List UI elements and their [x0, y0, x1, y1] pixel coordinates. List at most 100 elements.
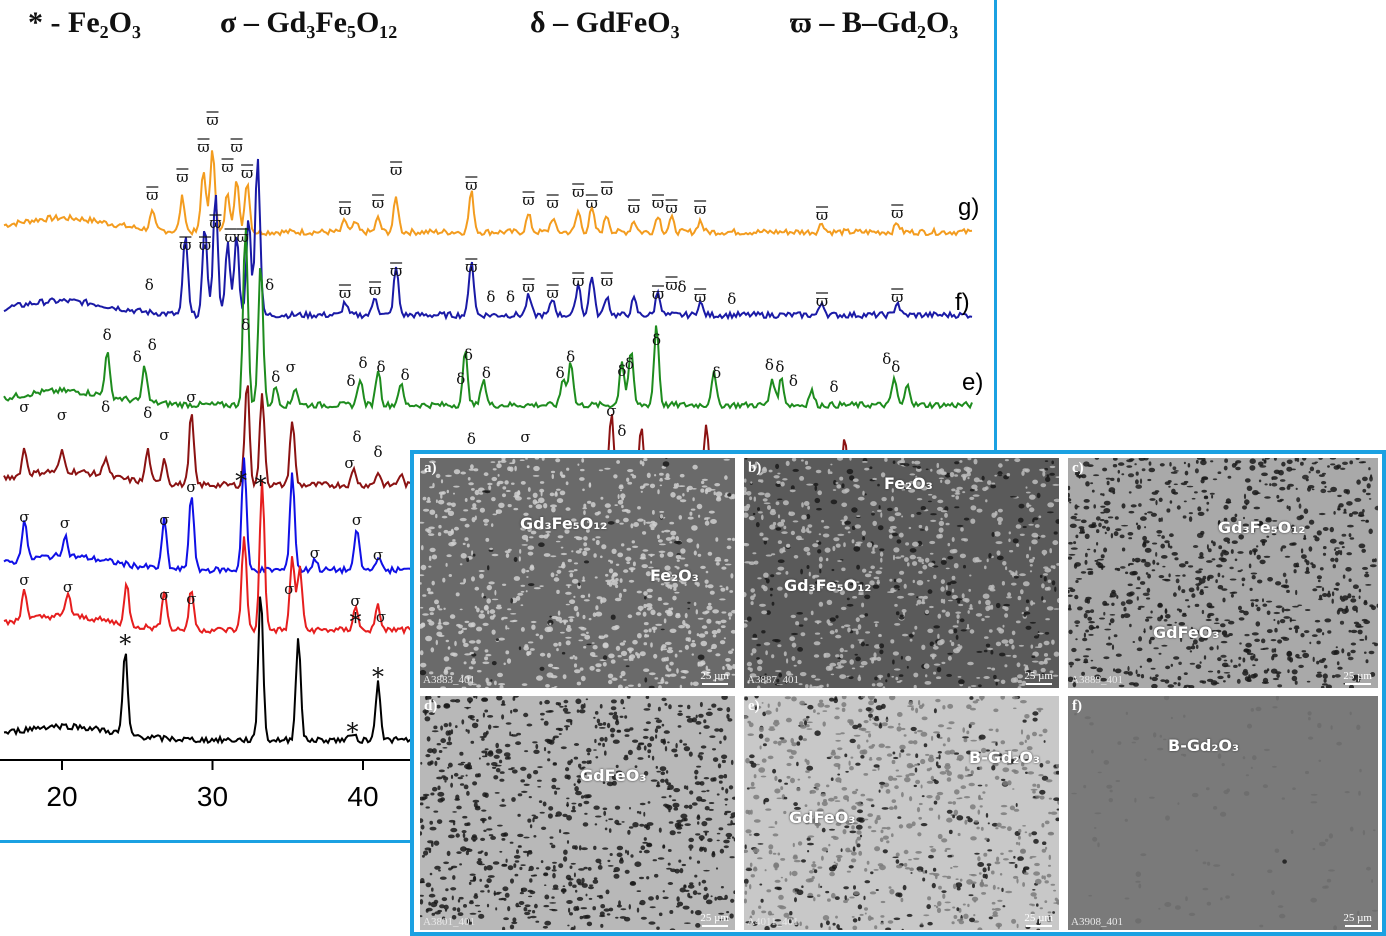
peak-annotation: ϖ [572, 183, 584, 201]
peak-annotation: δ [265, 276, 274, 294]
peak-annotation: ϖ [628, 199, 640, 217]
peak-annotation: ϖ [522, 191, 534, 209]
sem-panel-letter: f) [1072, 698, 1082, 714]
peak-annotation: σ [186, 590, 196, 608]
peak-annotation: δ [464, 346, 473, 364]
peak-annotation: ϖ [390, 161, 402, 179]
peak-annotation: ϖ [230, 138, 242, 156]
sem-texture [1068, 458, 1378, 688]
sem-micrograph-c: c) Gd₃Fe₅O₁₂ GdFeO₃ A3889_401 25 µm [1068, 458, 1378, 688]
peak-annotation: δ [374, 443, 383, 461]
peak-annotation: ϖ [221, 158, 233, 176]
peak-annotation: ϖ [224, 228, 236, 246]
peak-annotation: σ [286, 358, 296, 376]
scale-bar-label: 25 µm [1343, 912, 1372, 924]
peak-annotation: δ [358, 354, 367, 372]
peak-annotation: ϖ [369, 281, 381, 299]
scale-bar: 25 µm [700, 912, 729, 927]
peak-annotation: δ [727, 290, 736, 308]
peak-annotation: σ [310, 544, 320, 562]
peak-annotation: δ [486, 288, 495, 306]
peak-annotation: δ [377, 358, 386, 376]
trace-label: f) [955, 289, 970, 316]
peak-annotation: ϖ [601, 272, 613, 290]
peak-annotation: ϖ [197, 138, 209, 156]
peak-annotation: δ [101, 398, 110, 416]
sem-image-id: A3801_401 [423, 916, 475, 928]
sem-micrograph-e: e) B-Gd₂O₃ GdFeO₃ A4011_401 25 µm [744, 696, 1059, 930]
peak-annotation: δ [891, 358, 900, 376]
sem-phase-label: Gd₃Fe₅O₁₂ [784, 576, 872, 595]
sem-image-id: A3883_401 [423, 674, 475, 686]
peak-annotation: σ [186, 478, 196, 496]
peak-annotation: * [235, 467, 247, 495]
peak-annotation: δ [789, 372, 798, 390]
xrd-pattern-line [3, 150, 973, 238]
peak-annotation: ϖ [522, 278, 534, 296]
peak-annotation: σ [186, 388, 196, 406]
sem-texture [420, 458, 735, 688]
peak-annotation: ϖ [465, 258, 477, 276]
peak-annotation: δ [712, 364, 721, 382]
sem-image-id: A3887_401 [747, 674, 799, 686]
peak-annotation: σ [159, 586, 169, 604]
x-tick-label: 20 [46, 781, 77, 812]
peak-annotation: δ [652, 331, 661, 349]
peak-annotation: σ [60, 514, 70, 532]
peak-annotation: ϖ [339, 284, 351, 302]
sem-image-id: A3908_401 [1071, 916, 1123, 928]
peak-annotation: ϖ [547, 284, 559, 302]
sem-phase-label: GdFeO₃ [1153, 623, 1220, 642]
legend-entry: σ – Gd₃Fe₅O₁₂ [220, 6, 397, 39]
peak-annotation: ϖ [547, 194, 559, 212]
peak-annotation: ϖ [241, 164, 253, 182]
sem-phase-label: B-Gd₂O₃ [1168, 736, 1240, 755]
sem-phase-label: Gd₃Fe₅O₁₂ [520, 514, 608, 533]
sem-panel-letter: a) [424, 460, 437, 476]
peak-annotation: δ [456, 370, 465, 388]
peak-annotation: δ [352, 428, 361, 446]
peak-annotation: ϖ [652, 285, 664, 303]
peak-annotation: ϖ [465, 176, 477, 194]
sem-phase-label: Fe₂O₃ [884, 474, 933, 493]
sem-phase-label: GdFeO₃ [580, 766, 647, 785]
peak-annotation: ϖ [209, 214, 221, 232]
peak-annotation: δ [678, 278, 687, 296]
peak-annotation: δ [625, 355, 634, 373]
peak-annotation: σ [19, 398, 29, 416]
legend-entry: ϖ – B–Gd₂O₃ [790, 6, 958, 39]
peak-annotation: δ [133, 348, 142, 366]
scale-bar-line [1025, 683, 1052, 685]
peak-annotation: σ [352, 511, 362, 529]
peak-annotation: σ [373, 546, 383, 564]
peak-annotation: ϖ [665, 199, 677, 217]
sem-texture [744, 458, 1059, 688]
scale-bar-line [701, 683, 728, 685]
peak-annotation: δ [148, 336, 157, 354]
peak-annotation: ϖ [206, 111, 218, 129]
peak-annotation: δ [765, 356, 774, 374]
scale-bar-label: 25 µm [700, 912, 729, 924]
peak-annotation: σ [63, 578, 73, 596]
trace-label: e) [962, 369, 983, 396]
x-tick-label: 30 [197, 781, 228, 812]
scale-bar: 25 µm [700, 670, 729, 685]
peak-annotation: ϖ [339, 201, 351, 219]
peak-annotation: δ [346, 372, 355, 390]
peak-annotation: σ [19, 571, 29, 589]
peak-annotation: σ [350, 592, 360, 610]
scale-bar-label: 25 µm [1024, 912, 1053, 924]
peak-annotation: δ [617, 362, 626, 380]
peak-annotation: δ [103, 326, 112, 344]
peak-annotation: δ [556, 364, 565, 382]
legend-entry: δ – GdFeO₃ [530, 6, 680, 39]
legend-entry: * - Fe₂O₃ [28, 6, 141, 39]
peak-annotation: σ [57, 406, 67, 424]
peak-annotation: δ [143, 404, 152, 422]
xrd-series-3 [3, 227, 973, 411]
scale-bar: 25 µm [1343, 912, 1372, 927]
sem-texture [1071, 696, 1378, 930]
peak-annotation: δ [506, 288, 515, 306]
peak-annotation: δ [467, 430, 476, 448]
peak-annotation: ϖ [572, 272, 584, 290]
